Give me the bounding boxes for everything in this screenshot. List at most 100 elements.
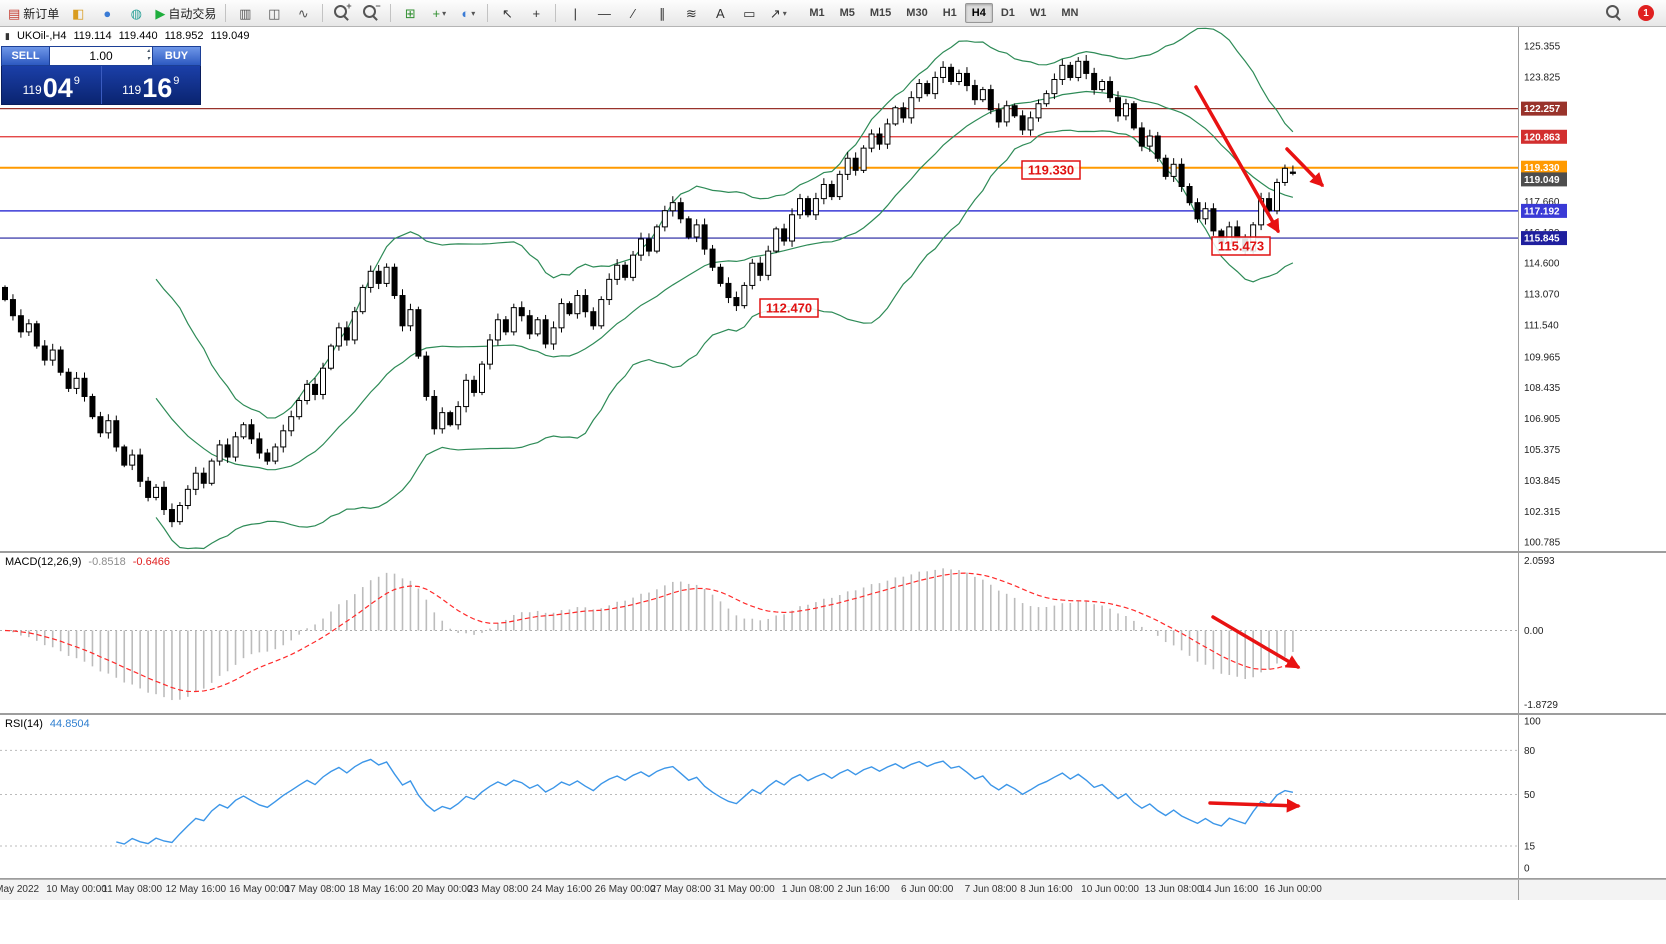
macd-plot [0,568,1518,701]
text-label-button[interactable]: ▭ [735,2,763,24]
equidistant-channel-icon: ∥ [659,5,666,21]
quote-low: 118.952 [164,30,204,42]
auto-trading-button[interactable]: ▶ 自动交易 [151,2,220,24]
new-order-icon: ▤ [8,5,21,21]
time-label: 2 Jun 16:00 [837,884,890,895]
navigator-button[interactable]: ◍ [122,2,150,24]
trend-arrows[interactable] [1194,85,1324,234]
sell-price-point: 9 [73,75,80,87]
timeframe-w1[interactable]: W1 [1029,7,1047,19]
rsi-arrow[interactable] [1208,798,1301,813]
axis-separator [1518,880,1519,900]
timeframe-mn[interactable]: MN [1061,7,1079,19]
svg-text:100.785: 100.785 [1524,538,1561,549]
volume-input[interactable]: 1.00 ▴ ▾ [50,46,152,66]
sell-price[interactable]: 119 04 9 [2,66,101,104]
charts-button[interactable]: ◧ [64,2,92,24]
timeframe-h1[interactable]: H1 [942,7,957,19]
svg-text:114.600: 114.600 [1524,259,1560,270]
candlestick-chart-button[interactable]: ◫ [260,2,288,24]
cursor-button[interactable]: ↖ [493,2,521,24]
volume-spinner[interactable]: ▴ ▾ [147,47,150,64]
spin-up-icon[interactable]: ▴ [146,48,150,54]
tile-windows-icon: ⊞ [404,5,416,21]
timeframe-h4[interactable]: H4 [964,3,993,23]
bar-chart-icon: ▥ [239,5,252,21]
auto-trading-button-label: 自动交易 [168,6,217,21]
macd-axis: 2.0593 0.00 -1.8729 [1518,553,1558,713]
fibonacci-button[interactable]: ≋ [677,2,705,24]
rsi-panel: 100 80 50 15 0 RSI(14) 44.8504 [0,715,1666,879]
crosshair-icon: + [532,5,541,21]
svg-text:0: 0 [1524,864,1530,875]
svg-text:119.330: 119.330 [1028,163,1074,178]
new-chart-icon: + [432,5,441,21]
svg-text:111.540: 111.540 [1524,321,1559,332]
time-label: 13 Jun 08:00 [1144,884,1203,895]
toolbar-buttons: ▤ 新订单 ◧ ● ◍ ▶ 自动交易 ▥ ◫ ∿ + − ⊞ + ▾ ◐ ▾ ↖ + | — ∕ ∥ ≋ A ▭ ↗ ▾ [4,1,792,24]
macd-panel: 2.0593 0.00 -1.8729 MACD(12,26,9) -0.8518 … [0,553,1666,715]
new-order-button[interactable]: ▤ 新订单 [4,2,63,24]
search-button[interactable] [1600,2,1628,24]
buy-price[interactable]: 119 16 9 [102,66,201,104]
timeframe-m5[interactable]: M5 [839,7,855,19]
profiles-button[interactable]: ◐ ▾ [454,2,482,24]
rsi-chart[interactable]: 100 80 50 15 0 [0,715,1666,878]
price-chart[interactable]: 125.355123.825117.660116.130114.600113.0… [0,27,1666,551]
market-watch-button[interactable]: ● [93,2,121,24]
price-callouts[interactable]: 119.330 115.473 112.470 [759,160,1271,318]
arrows-tool-button[interactable]: ↗ ▾ [764,2,792,24]
price-divider [100,66,102,104]
sell-button[interactable]: SELL [1,46,50,66]
chevron-down-icon: ▾ [782,8,787,18]
bollinger-bands [155,27,1294,550]
line-chart-button[interactable]: ∿ [289,2,317,24]
tile-windows-button[interactable]: ⊞ [396,2,424,24]
svg-text:117.192: 117.192 [1524,206,1560,217]
zoom-out-icon: − [363,1,381,21]
trade-panel-prices: 119 04 9 119 16 9 [1,66,201,105]
time-label: 27 May 08:00 [650,884,712,895]
crosshair-button[interactable]: + [522,2,550,24]
macd-chart[interactable]: 2.0593 0.00 -1.8729 [0,553,1666,713]
zoom-out-button[interactable]: − [357,1,385,24]
time-label: 10 May 00:00 [46,884,107,895]
svg-text:-1.8729: -1.8729 [1524,700,1558,711]
timeframe-m30[interactable]: M30 [906,7,928,19]
svg-text:119.330: 119.330 [1524,163,1560,174]
zoom-in-button[interactable]: + [328,1,356,24]
chart-icon: ▮ [5,30,10,41]
sell-price-pips: 04 [42,73,73,104]
timeframe-d1[interactable]: D1 [1000,7,1015,19]
quote-high: 119.440 [118,30,158,42]
buy-button[interactable]: BUY [152,46,201,66]
time-label: 9 May 2022 [0,884,40,895]
macd-arrow[interactable] [1211,615,1301,669]
text-label-icon: ▭ [743,5,756,21]
notification-badge[interactable]: 1 [1638,5,1654,21]
vertical-line-button[interactable]: | [561,2,589,24]
svg-text:123.825: 123.825 [1524,72,1561,83]
timeframe-m1[interactable]: M1 [809,7,825,19]
macd-label: MACD(12,26,9) [5,556,82,568]
new-chart-button[interactable]: + ▾ [425,2,453,24]
rsi-axis: 100 80 50 15 0 [1518,715,1541,878]
price-axis: 125.355123.825117.660116.130114.600113.0… [1518,27,1567,551]
timeframe-m15[interactable]: M15 [869,7,892,19]
trendline-button[interactable]: ∕ [619,2,647,24]
trendline-icon: ∕ [632,5,635,21]
one-click-trading-panel: SELL 1.00 ▴ ▾ BUY 119 04 9 119 16 9 [1,46,201,105]
svg-text:100: 100 [1524,717,1541,728]
text-button[interactable]: A [706,2,734,24]
time-label: 31 May 00:00 [714,884,775,895]
spin-down-icon[interactable]: ▾ [146,56,150,63]
navigator-icon: ◍ [130,5,142,21]
time-label: 11 May 08:00 [102,884,163,895]
bar-chart-button[interactable]: ▥ [231,2,259,24]
svg-text:106.905: 106.905 [1524,414,1561,425]
equidistant-channel-button[interactable]: ∥ [648,2,676,24]
time-label: 17 May 08:00 [284,884,346,895]
auto-trading-icon: ▶ [155,5,166,21]
horizontal-line-button[interactable]: — [590,2,618,24]
